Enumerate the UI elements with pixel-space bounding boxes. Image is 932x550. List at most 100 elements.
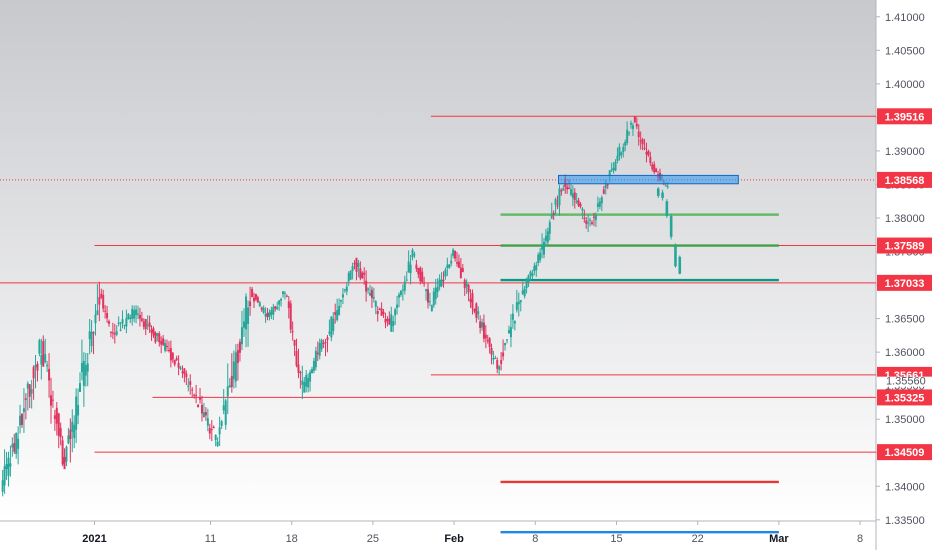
price-badge-3[interactable] <box>877 274 932 291</box>
candle-body-166 <box>324 342 327 344</box>
candle-body-115 <box>224 400 227 425</box>
candle-body-71 <box>138 314 141 319</box>
price-badge-0[interactable] <box>877 108 932 125</box>
candle-body-101 <box>197 404 200 407</box>
candle-body-337 <box>655 168 658 173</box>
candle-body-16 <box>32 367 35 379</box>
candle-body-79 <box>154 332 157 343</box>
candle-body-174 <box>340 299 342 302</box>
candle-body-134 <box>262 308 265 313</box>
supply-zone-rect[interactable] <box>558 174 739 185</box>
candle-body-139 <box>272 306 275 315</box>
candle-body-4 <box>9 463 12 467</box>
time-tick-label-6: 15 <box>610 533 622 545</box>
candle-body-236 <box>459 267 462 278</box>
candle-body-43 <box>84 365 87 376</box>
candle-body-179 <box>349 270 352 280</box>
candle-body-268 <box>521 290 524 294</box>
time-axis[interactable]: 2021 11 18 25 Feb 8 15 22 Mar 8 <box>82 521 863 545</box>
candle-body-49 <box>96 310 99 315</box>
plot-background <box>0 0 876 521</box>
candle-body-302 <box>587 222 590 224</box>
price-tick-label-10: 1.36000 <box>885 347 925 359</box>
candle-body-242 <box>471 293 474 309</box>
candle-body-96 <box>187 385 190 387</box>
candle-body-289 <box>562 188 565 191</box>
candle-body-124 <box>242 321 245 328</box>
candle-body-7 <box>15 432 18 454</box>
candle-body-59 <box>115 331 118 335</box>
candle-body-69 <box>135 309 138 316</box>
price-tick-label-0: 1.41000 <box>885 12 925 24</box>
candle-body-330 <box>641 139 644 145</box>
price-badge-5[interactable] <box>877 389 932 406</box>
candle-body-299 <box>581 208 584 211</box>
candle-body-24 <box>48 368 51 381</box>
candle-body-169 <box>330 316 333 338</box>
candle-body-99 <box>193 394 196 396</box>
candle-body-314 <box>610 169 613 171</box>
candle-body-87 <box>169 348 172 361</box>
candle-body-293 <box>569 189 572 195</box>
candle-body-186 <box>363 272 366 275</box>
time-tick-label-3: 25 <box>367 533 379 545</box>
candle-body-310 <box>602 189 605 194</box>
candle-body-21 <box>42 341 45 367</box>
candle-body-56 <box>109 331 112 333</box>
candle-body-108 <box>210 429 213 431</box>
price-badge-1[interactable] <box>877 171 932 188</box>
candle-body-8 <box>17 438 20 449</box>
candle-body-234 <box>456 262 458 264</box>
candle-body-120 <box>234 352 237 382</box>
candle-body-278 <box>541 244 544 250</box>
candle-body-272 <box>529 271 532 276</box>
price-badge-2[interactable] <box>877 237 932 254</box>
price-tick-label-12: 1.35000 <box>885 414 925 426</box>
candle-body-207 <box>403 281 406 291</box>
candle-body-265 <box>515 302 518 311</box>
candle-body-128 <box>251 289 254 298</box>
candle-body-253 <box>492 357 495 360</box>
candle-body-121 <box>236 350 239 363</box>
candle-body-47 <box>92 332 95 334</box>
candle-body-100 <box>195 395 198 397</box>
candle-body-285 <box>554 199 557 206</box>
candle-body-127 <box>249 301 252 307</box>
candle-body-229 <box>446 264 449 269</box>
candle-body-284 <box>552 212 555 215</box>
candle-body-90 <box>175 358 178 361</box>
time-tick-label-8: Mar <box>769 533 789 545</box>
candle-body-218 <box>425 289 428 292</box>
candle-body-333 <box>647 150 650 156</box>
candle-body-20 <box>40 355 43 365</box>
candle-body-321 <box>624 141 627 146</box>
candle-body-172 <box>336 310 339 321</box>
candle-body-131 <box>256 297 259 303</box>
candle-body-70 <box>137 313 139 315</box>
candle-body-203 <box>396 304 399 308</box>
candle-body-204 <box>398 294 400 298</box>
candle-body-202 <box>394 309 397 316</box>
candle-body-261 <box>507 329 510 334</box>
candle-body-245 <box>477 311 480 315</box>
candle-body-164 <box>320 339 323 350</box>
candle-body-296 <box>575 200 578 203</box>
candle-body-161 <box>314 350 317 368</box>
candle-body-138 <box>270 309 273 316</box>
candle-body-34 <box>67 435 70 444</box>
candle-body-10 <box>21 414 23 425</box>
candle-body-294 <box>571 193 574 198</box>
candle-body-237 <box>461 268 464 273</box>
price-badge-6[interactable] <box>877 444 932 461</box>
candle-body-252 <box>490 347 493 355</box>
candle-body-216 <box>421 271 424 283</box>
candle-body-150 <box>293 339 296 346</box>
support-resistance-levels <box>0 115 876 453</box>
price-tick-label-1: 1.40500 <box>885 45 925 57</box>
projection-levels <box>500 213 779 534</box>
candle-body-98 <box>191 389 194 391</box>
time-tick-label-1: 11 <box>205 533 216 545</box>
candle-body-287 <box>558 188 561 206</box>
